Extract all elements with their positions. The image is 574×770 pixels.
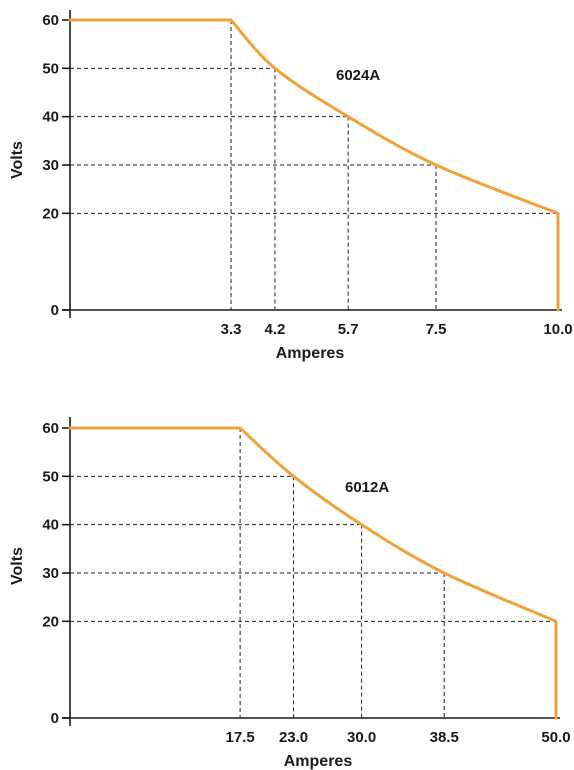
chart-6012a: 0 20 30 40 50 60 17.5 23.0 30.0 38.5 50.0 6012A Ampe… — [9, 417, 571, 770]
x-tick-label-3: 38.5 — [430, 729, 459, 746]
x-tick-label-4: 50.0 — [541, 729, 570, 746]
x-tick-label-1: 4.2 — [265, 321, 286, 338]
x-tick-label-0: 3.3 — [221, 321, 242, 338]
x-tick-label-0: 17.5 — [225, 729, 254, 746]
y-axis-title: Volts — [9, 141, 26, 179]
y-tick-label-50: 50 — [42, 468, 59, 485]
y-tick-label-20: 20 — [42, 205, 59, 222]
x-tick-label-3: 7.5 — [426, 321, 447, 338]
y-tick-label-0: 0 — [51, 710, 59, 727]
x-axis-title: Amperes — [284, 753, 353, 770]
y-tick-label-50: 50 — [42, 60, 59, 77]
y-tick-label-30: 30 — [42, 565, 59, 582]
y-tick-label-0: 0 — [51, 302, 59, 319]
x-tick-label-2: 5.7 — [338, 321, 359, 338]
model-label: 6024A — [336, 67, 380, 84]
power-curve — [68, 426, 558, 720]
y-tick-label-30: 30 — [42, 157, 59, 174]
y-tick-label-60: 60 — [42, 420, 59, 437]
x-axis-title: Amperes — [276, 345, 345, 362]
y-tick-label-40: 40 — [42, 109, 59, 126]
y-tick-label-20: 20 — [42, 613, 59, 630]
x-tick-label-4: 10.0 — [543, 321, 572, 338]
power-curve — [68, 18, 560, 312]
model-label: 6012A — [345, 479, 389, 496]
chart-6024a: 0 20 30 40 50 60 3.3 4.2 5.7 7.5 10.0 6024A Amperes V… — [9, 10, 573, 362]
y-tick-label-40: 40 — [42, 517, 59, 534]
x-tick-label-2: 30.0 — [347, 729, 376, 746]
y-tick-label-60: 60 — [42, 12, 59, 29]
x-tick-label-1: 23.0 — [279, 729, 308, 746]
y-axis-title: Volts — [9, 547, 26, 585]
